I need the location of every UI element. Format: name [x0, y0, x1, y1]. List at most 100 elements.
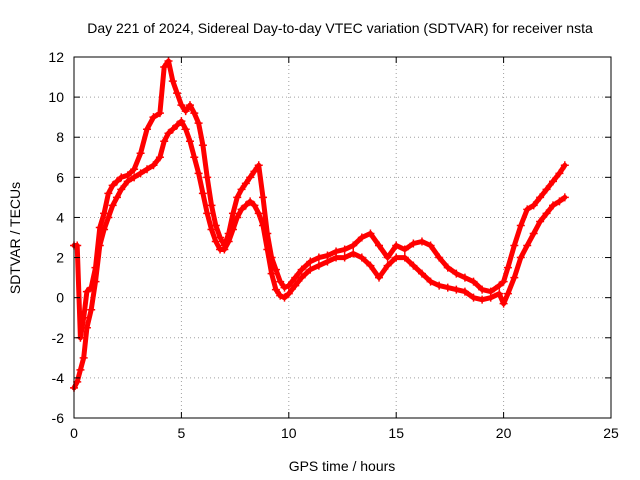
data-point-marker [560, 193, 569, 202]
data-point-marker [246, 173, 255, 182]
y-tick-label: 8 [56, 129, 64, 145]
axis-ticks: 0 5 10 15 20 25 -6 -4 -2 0 2 4 6 8 10 12 [48, 49, 619, 441]
data-point-marker [469, 277, 478, 286]
chart-title: Day 221 of 2024, Sidereal Day-to-day VTE… [87, 20, 593, 36]
data-point-marker [100, 209, 109, 218]
data-point-marker [168, 125, 177, 134]
data-point-marker [250, 201, 259, 210]
x-tick-label: 20 [496, 425, 512, 441]
y-tick-label: -6 [52, 410, 65, 426]
data-point-marker [383, 253, 392, 262]
data-point-marker [366, 261, 375, 270]
data-point-marker [177, 101, 186, 110]
data-point-marker [108, 181, 117, 190]
data-point-marker [117, 185, 126, 194]
data-point-marker [207, 201, 216, 210]
data-point-marker [203, 209, 212, 218]
data-point-marker [523, 205, 532, 214]
data-point-marker [409, 239, 418, 248]
data-point-marker [203, 173, 212, 182]
data-point-marker [155, 153, 164, 162]
data-point-marker [112, 193, 121, 202]
data-point-marker [503, 289, 512, 298]
data-point-marker [357, 233, 366, 242]
data-point-marker [168, 77, 177, 86]
data-point-marker [250, 167, 259, 176]
data-point-marker [190, 109, 199, 118]
data-point-marker [123, 177, 132, 186]
data-point-marker [112, 177, 121, 186]
data-point-marker [469, 293, 478, 302]
data-point-marker [164, 57, 173, 66]
y-tick-label: 12 [48, 49, 64, 65]
data-point-marker [173, 89, 182, 98]
data-point-marker [332, 253, 341, 262]
data-point-marker [241, 179, 250, 188]
data-point-marker [499, 277, 508, 286]
data-point-marker [82, 323, 91, 332]
data-point-marker [536, 193, 545, 202]
data-point-marker [254, 161, 263, 170]
x-tick-label: 5 [178, 425, 186, 441]
data-point-marker [246, 197, 255, 206]
x-axis-label: GPS time / hours [289, 458, 396, 474]
data-point-marker [297, 265, 306, 274]
data-point-marker [555, 169, 564, 178]
data-point-marker [104, 213, 113, 222]
data-point-marker [82, 287, 91, 296]
data-point-marker [510, 273, 519, 282]
data-point-marker [284, 289, 293, 298]
data-point-marker [276, 291, 285, 300]
data-layer [70, 57, 569, 392]
y-tick-label: 4 [56, 209, 64, 225]
y-tick-label: 0 [56, 290, 64, 306]
data-point-marker [220, 245, 229, 254]
data-point-marker [560, 161, 569, 170]
data-point-marker [280, 283, 289, 292]
data-point-marker [503, 263, 512, 272]
data-point-marker [495, 289, 504, 298]
y-tick-label: 10 [48, 89, 64, 105]
data-point-marker [516, 253, 525, 262]
data-point-marker [542, 209, 551, 218]
data-point-marker [207, 225, 216, 234]
data-point-marker [104, 189, 113, 198]
data-point-marker [211, 237, 220, 246]
series-2 [70, 117, 569, 392]
data-point-marker [100, 225, 109, 234]
data-point-marker [130, 173, 139, 182]
data-point-marker [392, 241, 401, 250]
data-point-marker [79, 313, 88, 322]
data-point-marker [95, 241, 104, 250]
data-point-marker [185, 101, 194, 110]
data-point-marker [241, 201, 250, 210]
data-point-marker [211, 221, 220, 230]
data-point-marker [216, 233, 225, 242]
data-point-marker [314, 253, 323, 262]
data-point-marker [177, 117, 186, 126]
data-point-marker [523, 241, 532, 250]
data-point-marker [237, 205, 246, 214]
data-point-marker [495, 281, 504, 290]
data-point-marker [194, 119, 203, 128]
data-point-marker [375, 273, 384, 282]
data-point-marker [297, 273, 306, 282]
data-point-marker [194, 169, 203, 178]
data-point-marker [516, 221, 525, 230]
data-point-marker [228, 225, 237, 234]
data-point-marker [233, 213, 242, 222]
data-point-marker [536, 217, 545, 226]
data-point-marker [549, 177, 558, 186]
data-point-marker [452, 285, 461, 294]
data-point-marker [340, 253, 349, 262]
y-tick-label: -4 [52, 370, 65, 386]
data-point-marker [460, 287, 469, 296]
data-point-marker [130, 165, 139, 174]
data-point-marker [460, 273, 469, 282]
data-point-marker [366, 229, 375, 238]
data-point-marker [237, 185, 246, 194]
data-point-marker [181, 107, 190, 116]
data-point-marker [117, 173, 126, 182]
data-point-marker [426, 277, 435, 286]
